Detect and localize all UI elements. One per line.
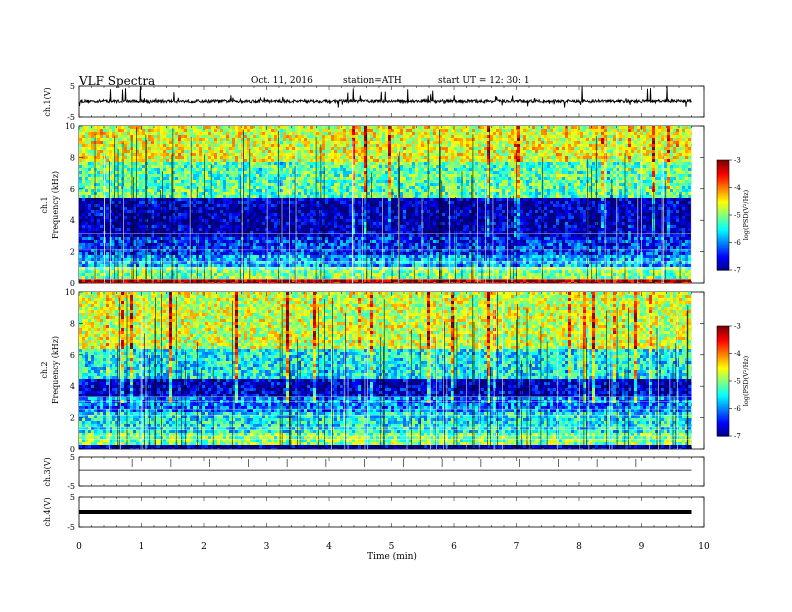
spec2-channel-label: ch.2: [40, 361, 49, 378]
x-tick-label: 9: [639, 542, 645, 552]
x-tick-label: 2: [201, 542, 207, 552]
ch2-colorbar-tick: -4: [734, 350, 741, 358]
x-tick-label: 10: [698, 542, 710, 552]
spec1-ytick-label: 6: [70, 185, 75, 194]
ch4-ylabel: ch.4(V): [43, 497, 52, 526]
ch1-ytick-label: 5: [70, 82, 75, 91]
panel-frame-ch3: [78, 456, 705, 487]
x-tick-label: 0: [76, 542, 82, 552]
spec1-ytick-label: 2: [70, 248, 75, 257]
ch1-ylabel: ch.1(V): [43, 87, 52, 116]
ch3-ylabel: ch.3(V): [43, 457, 52, 486]
x-tick-label: 6: [451, 542, 457, 552]
spec2-ytick-label: 4: [70, 382, 75, 391]
ch3-ytick-label: -5: [67, 482, 75, 491]
x-tick-label: 4: [326, 542, 332, 552]
ch2-colorbar-tick: -5: [734, 378, 741, 386]
spec2-ytick-label: 2: [70, 414, 75, 423]
spec2-ytick-label: 0: [70, 445, 75, 454]
ch2-colorbar-tick: -3: [734, 323, 741, 331]
x-tick-label: 3: [264, 542, 270, 552]
spec1-ytick-label: 8: [70, 153, 75, 162]
ch4-ytick-label: -5: [67, 523, 75, 532]
ch1-colorbar-tick: -6: [734, 239, 741, 247]
ch1-waveform-line: [78, 85, 692, 108]
spec1-ytick-label: 4: [70, 216, 75, 225]
start-time-label: start UT = 12: 30: 1: [438, 76, 530, 86]
x-tick-label: 8: [576, 542, 582, 552]
ch1-colorbar-tick: -4: [734, 184, 741, 192]
x-tick-label: 5: [389, 542, 395, 552]
ch1-colorbar-label: log(PSD(V²/Hz): [742, 189, 750, 240]
spec2-ytick-label: 6: [70, 351, 75, 360]
ch3-ytick-label: 5: [70, 453, 75, 462]
station-label: station=ATH: [343, 76, 402, 86]
date-label: Oct. 11, 2016: [251, 76, 313, 86]
spec2-ytick-label: 10: [65, 288, 75, 297]
ch2-colorbar-tick: -7: [734, 433, 741, 441]
ch1-colorbar-tick: -3: [734, 157, 741, 165]
ch1-ytick-label: -5: [67, 113, 75, 122]
figure-title: VLF Spectra: [79, 74, 155, 88]
spec1-channel-label: ch.1: [40, 196, 49, 213]
spec1-ytick-label: 0: [70, 279, 75, 288]
ch2-spectrogram-image: [79, 292, 692, 449]
spec1-ytick-label: 10: [65, 122, 75, 131]
ch2-colorbar-tick: -6: [734, 405, 741, 413]
ch1-spectrogram-image: [79, 126, 692, 283]
ch1-colorbar-tick: -7: [734, 267, 741, 275]
spec1-ylabel: Frequency (kHz): [51, 171, 60, 239]
ch2-colorbar-label: log(PSD(V²/Hz): [742, 355, 750, 406]
ch1-colorbar-tick: -5: [734, 212, 741, 220]
x-tick-label: 1: [139, 542, 145, 552]
x-tick-label: 7: [514, 542, 520, 552]
x-axis-label: Time (min): [367, 551, 417, 562]
spec2-ytick-label: 8: [70, 319, 75, 328]
ch4-ytick-label: 5: [70, 493, 75, 502]
spec2-ylabel: Frequency (kHz): [51, 336, 60, 404]
